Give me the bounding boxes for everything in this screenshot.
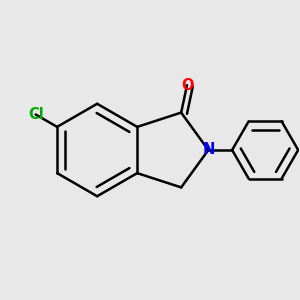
Text: N: N [202,142,214,158]
Text: Cl: Cl [28,107,44,122]
Text: O: O [181,78,193,93]
